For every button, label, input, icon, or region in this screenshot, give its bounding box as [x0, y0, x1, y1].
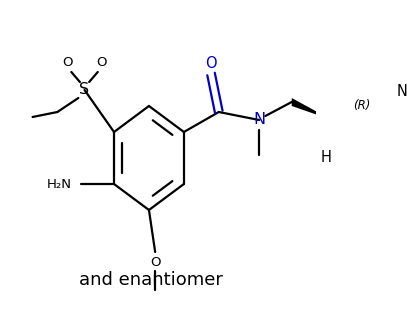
Text: S: S	[79, 83, 90, 98]
Text: (R): (R)	[353, 99, 370, 111]
Text: O: O	[96, 55, 107, 69]
Text: N: N	[253, 112, 265, 127]
Text: H₂N: H₂N	[47, 177, 72, 191]
Text: H: H	[320, 151, 331, 166]
Text: N: N	[396, 84, 407, 99]
Text: O: O	[62, 55, 73, 69]
Polygon shape	[292, 98, 332, 120]
Text: O: O	[150, 255, 160, 269]
Text: O: O	[205, 57, 217, 71]
Text: and enantiomer: and enantiomer	[79, 271, 223, 289]
